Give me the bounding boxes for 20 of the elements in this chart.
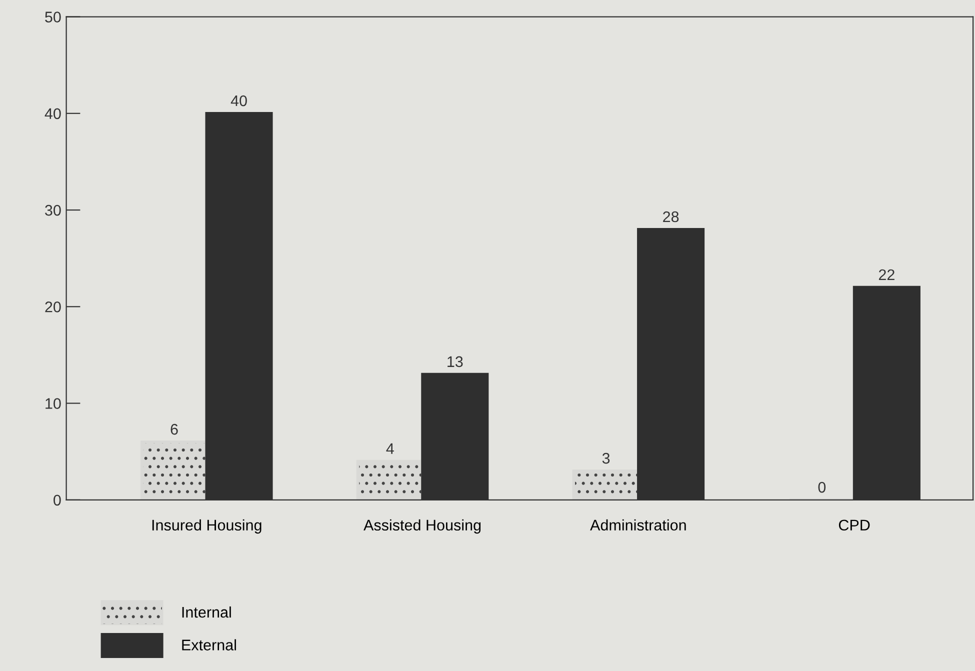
data-label: 3 [602, 452, 610, 464]
x-tick-label: Assisted Housing [364, 519, 481, 534]
y-tick-label: 20 [45, 302, 61, 312]
data-label: 6 [170, 424, 178, 435]
data-label: 13 [448, 356, 463, 368]
data-label: 0 [818, 482, 826, 493]
x-tick-label: Administration [590, 519, 686, 531]
y-tick-label: 30 [45, 204, 61, 216]
y-tick-label: 40 [44, 108, 61, 120]
data-label: 22 [878, 269, 894, 280]
data-label: 4 [386, 443, 394, 454]
legend-label: External [182, 639, 236, 650]
y-tick-label: 50 [45, 12, 61, 22]
data-label: 28 [663, 211, 679, 222]
legend-label: Internal [182, 606, 231, 618]
y-tick-label: 0 [54, 494, 61, 506]
x-tick-label: CPD [838, 520, 870, 531]
x-tick-label: Insured Housing [152, 519, 262, 534]
y-tick-label: 10 [46, 398, 61, 409]
data-label: 40 [230, 95, 247, 106]
